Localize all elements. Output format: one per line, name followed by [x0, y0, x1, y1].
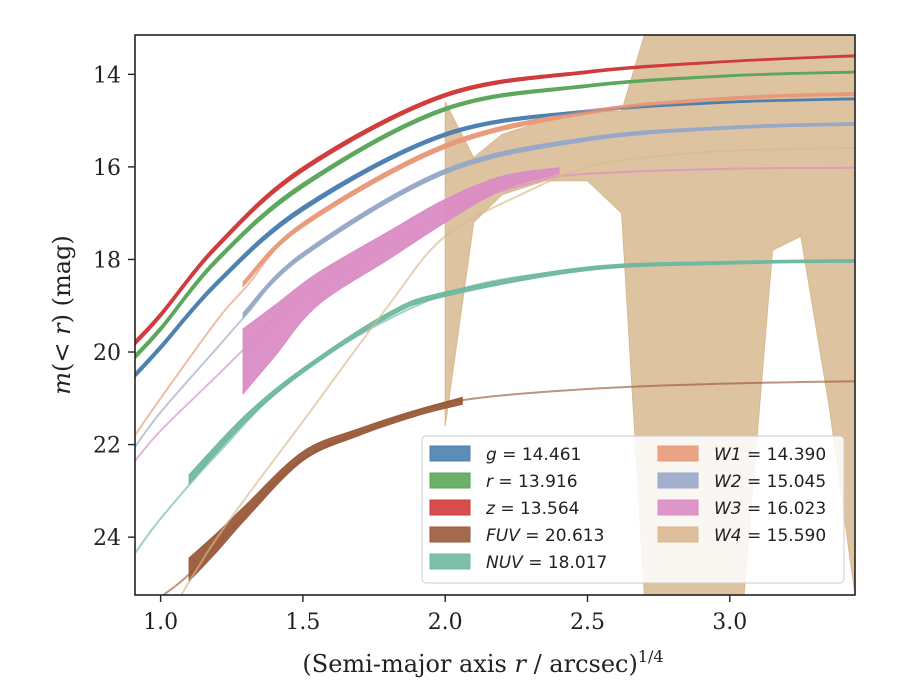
x-tick-label: 2.0: [428, 610, 463, 635]
legend-swatch-w1: [657, 445, 699, 462]
x-axis-title-unit: / arcsec): [526, 650, 638, 678]
x-axis-title: (Semi-major axis r / arcsec)1/4: [302, 647, 663, 678]
band-w2: [242, 121, 855, 319]
y-tick-label: 20: [93, 341, 121, 366]
y-tick-label: 16: [93, 156, 121, 181]
legend-label-g: g = 14.461: [486, 445, 581, 465]
line-r: [135, 71, 855, 358]
y-axis-title-close: ) (mag): [48, 235, 76, 323]
line-w1: [135, 92, 855, 436]
x-axis-title-text: (Semi-major axis: [302, 650, 514, 678]
legend-label-r: r = 13.916: [486, 472, 578, 492]
band-g: [135, 97, 855, 379]
legend-label-z: z = 13.564: [485, 499, 579, 519]
legend-swatch-fuv: [429, 526, 471, 543]
line-w2: [135, 122, 855, 448]
legend-label-w4: W4 = 15.590: [714, 526, 826, 546]
x-tick-label: 2.5: [570, 610, 605, 635]
y-tick-label: 22: [93, 434, 121, 459]
band-w3: [242, 167, 560, 396]
x-tick-label: 1.0: [143, 610, 178, 635]
legend-label-fuv: FUV = 20.613: [486, 526, 604, 546]
line-g: [135, 97, 855, 376]
x-axis-title-var: r: [514, 650, 527, 678]
legend-label-nuv: NUV = 18.017: [486, 553, 607, 573]
legend-label-w2: W2 = 15.045: [714, 472, 826, 492]
y-axis-title: m(< r) (mag): [48, 235, 76, 395]
band-z: [135, 54, 855, 346]
legend-swatch-w3: [657, 499, 699, 516]
legend-swatch-z: [429, 499, 471, 516]
y-tick-label: 18: [93, 248, 121, 273]
x-axis-title-exponent: 1/4: [638, 647, 664, 666]
line-z: [135, 54, 855, 344]
line-w3: [135, 166, 855, 462]
y-axis-title-open: (<: [48, 335, 76, 372]
legend-swatch-r: [429, 472, 471, 489]
y-axis-title-r: r: [48, 322, 76, 335]
line-w4: [179, 146, 855, 595]
band-fuv: [188, 396, 463, 583]
plot-frame: [134, 34, 856, 596]
legend-swatch-w2: [657, 472, 699, 489]
legend-swatch-nuv: [429, 553, 471, 570]
model-lines: [135, 54, 855, 595]
legend: g = 14.461 r = 13.916 z = 13.564 FUV = 20.6…: [421, 435, 845, 584]
x-tick-label: 1.5: [285, 610, 320, 635]
legend-box: [421, 435, 845, 584]
y-axis-title-m: m: [48, 372, 76, 395]
y-tick-label: 24: [93, 526, 121, 551]
band-w1: [242, 91, 855, 288]
legend-label-w1: W1 = 14.390: [714, 445, 826, 465]
y-axis-ticks: 14 16 18 20 22 24: [93, 63, 135, 551]
legend-label-w3: W3 = 16.023: [714, 499, 826, 519]
legend-swatch-g: [429, 445, 471, 462]
y-tick-label: 14: [93, 63, 121, 88]
line-fuv: [161, 380, 855, 595]
legend-swatch-w4: [657, 526, 699, 543]
band-r: [135, 70, 855, 360]
x-tick-label: 3.0: [712, 610, 747, 635]
x-axis-ticks: 1.0 1.5 2.0 2.5 3.0: [143, 595, 747, 635]
line-nuv: [135, 259, 855, 554]
